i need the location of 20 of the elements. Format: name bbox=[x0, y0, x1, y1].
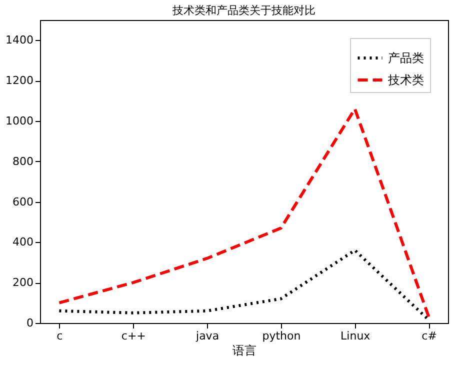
x-axis-title: 语言 bbox=[232, 344, 256, 358]
x-tick-label: java bbox=[195, 330, 220, 342]
y-tick-label: 0 bbox=[26, 316, 34, 330]
legend-label: 产品类 bbox=[388, 51, 424, 65]
y-tick-label: 1200 bbox=[6, 74, 34, 88]
x-tick-label: Linux bbox=[340, 330, 371, 342]
y-tick-label: 1000 bbox=[6, 114, 34, 128]
y-tick-label: 600 bbox=[12, 195, 34, 208]
chart-title: 技术类和产品类关于技能对比 bbox=[172, 4, 316, 17]
line-series bbox=[58, 107, 430, 318]
y-tick-label: 200 bbox=[12, 276, 34, 290]
x-tick-label: c# bbox=[422, 330, 437, 342]
y-tick-label: 1400 bbox=[6, 34, 34, 47]
y-tick-label: 400 bbox=[12, 236, 34, 249]
x-tick-label: c++ bbox=[121, 330, 146, 342]
x-tick-label: c bbox=[56, 330, 63, 342]
y-tick-label: 800 bbox=[12, 154, 34, 168]
line-series bbox=[58, 248, 430, 322]
x-tick-label: python bbox=[262, 330, 301, 342]
legend-label: 技术类 bbox=[387, 73, 424, 87]
